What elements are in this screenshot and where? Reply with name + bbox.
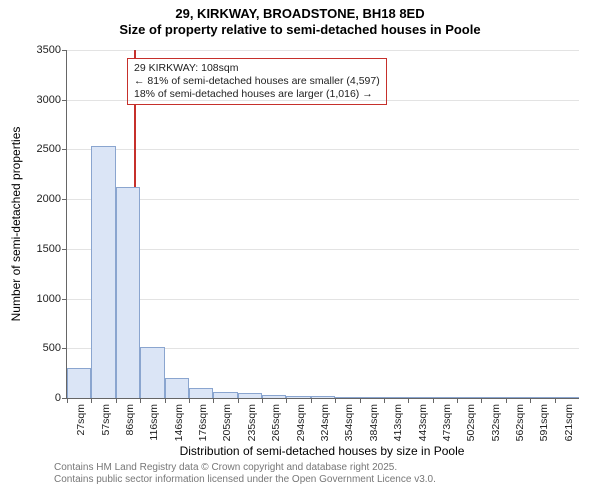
bar — [67, 368, 91, 398]
xtick-label: 473sqm — [441, 404, 453, 441]
xtick-label: 86sqm — [124, 404, 136, 436]
bar — [286, 396, 310, 398]
gridline — [67, 249, 579, 250]
xtick-mark — [530, 398, 531, 403]
xtick-mark — [286, 398, 287, 403]
gridline — [67, 199, 579, 200]
xtick-mark — [555, 398, 556, 403]
bar — [433, 397, 457, 398]
bar — [238, 393, 262, 398]
ytick-label: 3500 — [37, 44, 67, 56]
bar — [457, 397, 481, 398]
bar — [140, 347, 164, 398]
xtick-mark — [67, 398, 68, 403]
footer-line2: Contains public sector information licen… — [54, 474, 436, 486]
xtick-label: 146sqm — [173, 404, 185, 441]
xtick-label: 176sqm — [197, 404, 209, 441]
ytick-label: 2000 — [37, 193, 67, 205]
x-axis-title: Distribution of semi-detached houses by … — [180, 444, 465, 458]
xtick-label: 413sqm — [392, 404, 404, 441]
ytick-label: 500 — [43, 342, 67, 354]
xtick-label: 265sqm — [270, 404, 282, 441]
title-line2: Size of property relative to semi-detach… — [0, 22, 600, 38]
xtick-label: 443sqm — [417, 404, 429, 441]
xtick-label: 324sqm — [319, 404, 331, 441]
title-line1: 29, KIRKWAY, BROADSTONE, BH18 8ED — [0, 6, 600, 22]
xtick-mark — [360, 398, 361, 403]
y-axis-title: Number of semi-detached properties — [9, 127, 23, 322]
bar — [91, 146, 115, 398]
ytick-label: 0 — [55, 392, 67, 404]
bar — [311, 396, 335, 398]
xtick-mark — [457, 398, 458, 403]
xtick-label: 57sqm — [100, 404, 112, 436]
bar — [408, 397, 432, 398]
xtick-label: 235sqm — [246, 404, 258, 441]
xtick-mark — [262, 398, 263, 403]
bar — [506, 397, 530, 398]
ytick-label: 1000 — [37, 293, 67, 305]
xtick-mark — [116, 398, 117, 403]
bar — [530, 397, 554, 398]
bar — [384, 397, 408, 398]
xtick-label: 205sqm — [221, 404, 233, 441]
ytick-label: 2500 — [37, 143, 67, 155]
ytick-label: 1500 — [37, 243, 67, 255]
bar — [213, 392, 237, 398]
bar — [165, 378, 189, 398]
footer: Contains HM Land Registry data © Crown c… — [54, 462, 436, 486]
bar — [262, 395, 286, 398]
gridline — [67, 149, 579, 150]
annotation-box: 29 KIRKWAY: 108sqm ← 81% of semi-detache… — [127, 58, 387, 105]
xtick-mark — [189, 398, 190, 403]
xtick-label: 532sqm — [490, 404, 502, 441]
xtick-label: 562sqm — [514, 404, 526, 441]
xtick-mark — [140, 398, 141, 403]
chart-title: 29, KIRKWAY, BROADSTONE, BH18 8ED Size o… — [0, 6, 600, 39]
bar — [360, 397, 384, 398]
xtick-label: 591sqm — [538, 404, 550, 441]
annotation-line1: 29 KIRKWAY: 108sqm — [134, 62, 380, 75]
xtick-mark — [408, 398, 409, 403]
xtick-mark — [238, 398, 239, 403]
xtick-mark — [213, 398, 214, 403]
xtick-label: 116sqm — [148, 404, 160, 441]
xtick-label: 502sqm — [465, 404, 477, 441]
bar — [481, 397, 505, 398]
bar — [189, 388, 213, 398]
chart-container: 29, KIRKWAY, BROADSTONE, BH18 8ED Size o… — [0, 0, 600, 500]
bar — [555, 397, 579, 398]
xtick-label: 621sqm — [563, 404, 575, 441]
footer-line1: Contains HM Land Registry data © Crown c… — [54, 462, 436, 474]
gridline — [67, 50, 579, 51]
xtick-mark — [165, 398, 166, 403]
bar — [335, 397, 359, 398]
xtick-label: 27sqm — [75, 404, 87, 436]
xtick-label: 294sqm — [295, 404, 307, 441]
xtick-mark — [91, 398, 92, 403]
xtick-mark — [506, 398, 507, 403]
xtick-mark — [335, 398, 336, 403]
bar — [116, 187, 140, 398]
annotation-line2: ← 81% of semi-detached houses are smalle… — [134, 75, 380, 88]
xtick-mark — [481, 398, 482, 403]
xtick-label: 354sqm — [343, 404, 355, 441]
xtick-mark — [311, 398, 312, 403]
gridline — [67, 100, 579, 101]
plot-area: 29 KIRKWAY: 108sqm ← 81% of semi-detache… — [66, 50, 579, 399]
xtick-mark — [384, 398, 385, 403]
gridline — [67, 299, 579, 300]
ytick-label: 3000 — [37, 94, 67, 106]
xtick-mark — [433, 398, 434, 403]
xtick-label: 384sqm — [368, 404, 380, 441]
